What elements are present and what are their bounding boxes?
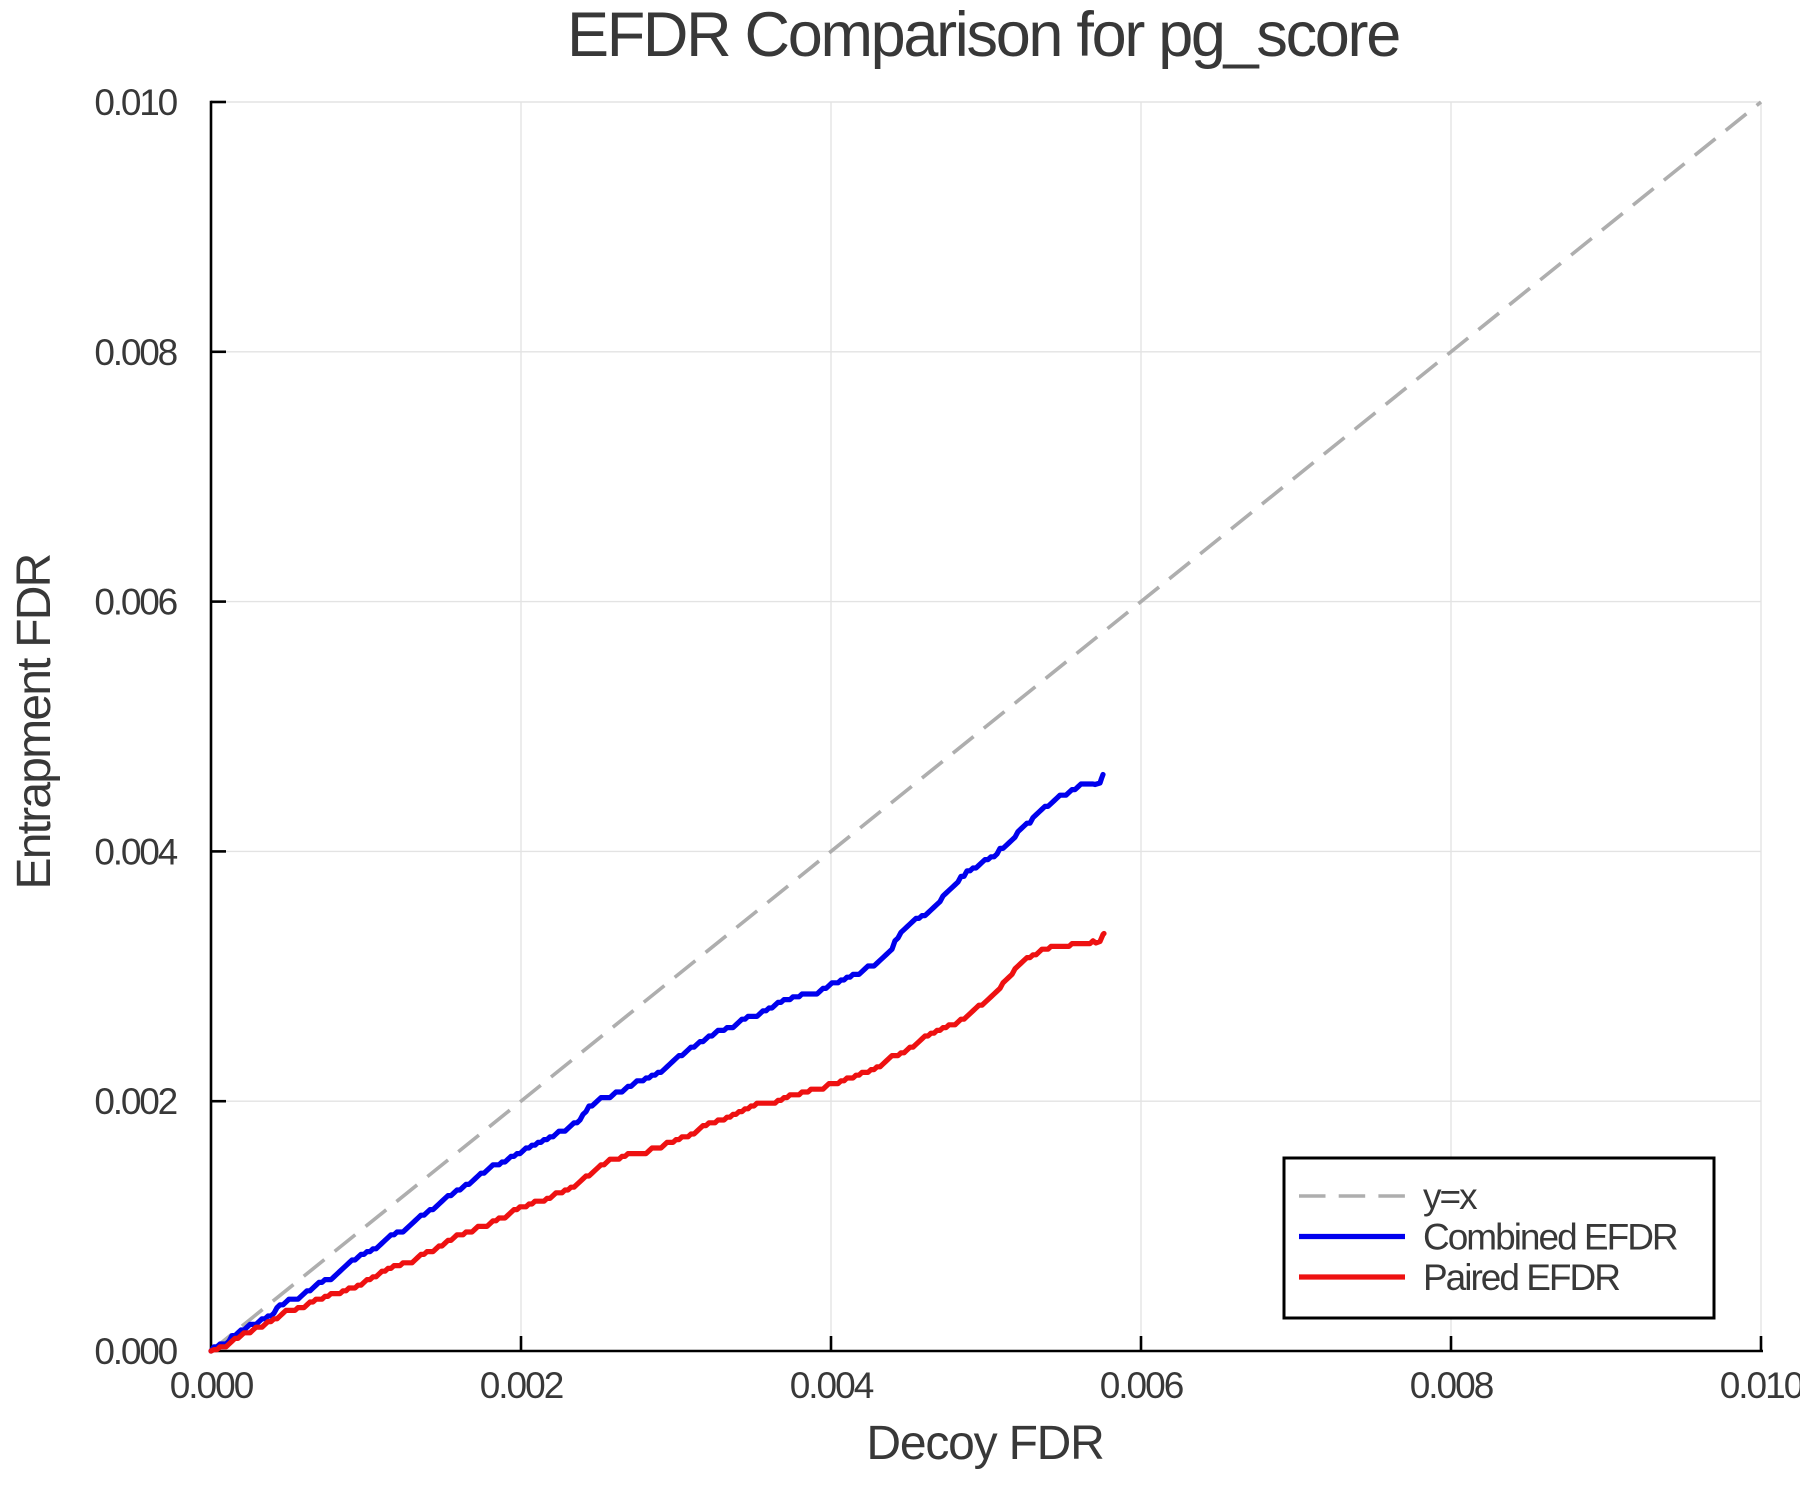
svg-text:0.008: 0.008 [94,332,176,373]
svg-text:Entrapment FDR: Entrapment FDR [8,554,61,889]
svg-text:0.000: 0.000 [94,1331,177,1372]
svg-text:0.006: 0.006 [94,582,176,623]
svg-text:0.004: 0.004 [94,831,177,872]
svg-text:0.002: 0.002 [94,1081,176,1122]
svg-text:0.000: 0.000 [170,1365,254,1406]
svg-text:0.010: 0.010 [94,82,177,123]
svg-text:EFDR Comparison for pg_score: EFDR Comparison for pg_score [567,0,1399,70]
svg-text:Paired EFDR: Paired EFDR [1423,1257,1619,1298]
svg-text:0.008: 0.008 [1410,1365,1493,1406]
svg-text:Combined EFDR: Combined EFDR [1423,1217,1677,1258]
svg-text:Decoy FDR: Decoy FDR [866,1417,1103,1470]
svg-text:0.010: 0.010 [1720,1365,1800,1406]
svg-text:0.006: 0.006 [1100,1365,1183,1406]
svg-text:0.002: 0.002 [480,1365,563,1406]
svg-text:0.004: 0.004 [790,1365,874,1406]
svg-text:y=x: y=x [1423,1176,1478,1217]
